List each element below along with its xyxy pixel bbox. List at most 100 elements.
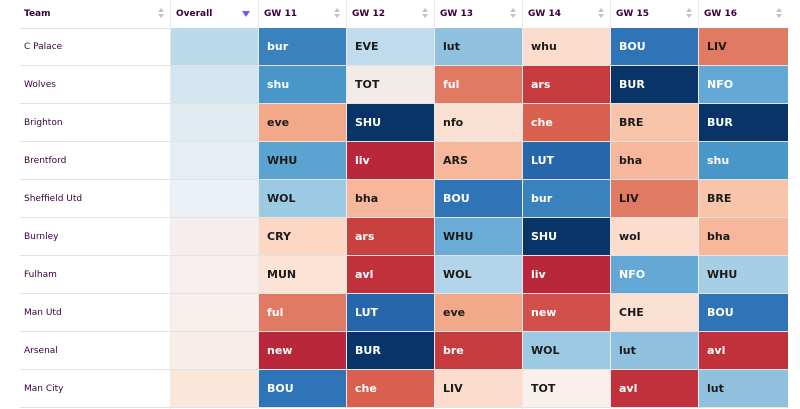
fixture-cell: liv: [346, 142, 434, 179]
fixture-cell: new: [522, 294, 610, 331]
fixture-cell: avl: [346, 256, 434, 293]
fixture-cell: BUR: [346, 332, 434, 369]
fixture-cell: CRY: [258, 218, 346, 255]
table-row: Brentford WHU liv ARS LUT bha shu: [20, 142, 788, 180]
column-header-gw[interactable]: GW 15: [610, 0, 698, 28]
sort-arrows-icon[interactable]: [776, 8, 784, 20]
fixture-cell: che: [522, 104, 610, 141]
fixture-cell: lut: [434, 28, 522, 65]
column-header-gw[interactable]: GW 13: [434, 0, 522, 28]
fixture-cell: lut: [698, 370, 788, 407]
fixture-cell: NFO: [610, 256, 698, 293]
overall-difficulty-cell: [170, 294, 258, 331]
fixture-cell: WHU: [434, 218, 522, 255]
sort-descending-icon[interactable]: [242, 11, 250, 17]
fixture-cell: WHU: [698, 256, 788, 293]
fixture-cell: ful: [434, 66, 522, 103]
column-header-overall[interactable]: Overall: [170, 0, 258, 28]
column-header-label: GW 14: [528, 9, 561, 19]
table-row: Arsenal new BUR bre WOL lut avl: [20, 332, 788, 370]
overall-difficulty-cell: [170, 218, 258, 255]
column-divider: [522, 0, 523, 409]
fixture-cell: bur: [522, 180, 610, 217]
fixture-cell: BOU: [698, 294, 788, 331]
table-row: Brighton eve SHU nfo che BRE BUR: [20, 104, 788, 142]
table-row: C Palace bur EVE lut whu BOU LIV: [20, 28, 788, 66]
column-header-label: GW 16: [704, 9, 737, 19]
fixture-cell: liv: [522, 256, 610, 293]
fixture-cell: SHU: [346, 104, 434, 141]
team-name[interactable]: Man City: [24, 383, 64, 394]
fixture-cell: eve: [258, 104, 346, 141]
overall-difficulty-cell: [170, 104, 258, 141]
fixture-cell: bha: [610, 142, 698, 179]
fixture-cell: bre: [434, 332, 522, 369]
column-header-gw[interactable]: GW 16: [698, 0, 788, 28]
column-header-gw[interactable]: GW 12: [346, 0, 434, 28]
table-row: Fulham MUN avl WOL liv NFO WHU: [20, 256, 788, 294]
team-name[interactable]: Fulham: [24, 269, 57, 280]
column-divider: [698, 0, 699, 409]
team-name[interactable]: C Palace: [24, 41, 63, 52]
fixture-cell: WHU: [258, 142, 346, 179]
fixture-cell: nfo: [434, 104, 522, 141]
overall-difficulty-cell: [170, 66, 258, 103]
table-header: Team Overall GW 11 GW 12 GW 13 GW 14 GW …: [20, 0, 788, 29]
fixture-cell: avl: [610, 370, 698, 407]
fixture-cell: LUT: [346, 294, 434, 331]
table-row: Burnley CRY ars WHU SHU wol bha: [20, 218, 788, 256]
fixture-cell: ars: [522, 66, 610, 103]
team-name[interactable]: Brighton: [24, 117, 63, 128]
fixture-cell: WOL: [258, 180, 346, 217]
column-header-label: GW 15: [616, 9, 649, 19]
fixture-cell: WOL: [522, 332, 610, 369]
fixture-cell: LIV: [610, 180, 698, 217]
table-row: Man City BOU che LIV TOT avl lut: [20, 370, 788, 408]
sort-arrows-icon[interactable]: [510, 8, 518, 20]
fixture-cell: eve: [434, 294, 522, 331]
fixture-cell: BUR: [610, 66, 698, 103]
team-name[interactable]: Brentford: [24, 155, 67, 166]
column-header-gw[interactable]: GW 14: [522, 0, 610, 28]
team-name[interactable]: Wolves: [24, 79, 56, 90]
fixture-cell: LIV: [434, 370, 522, 407]
overall-difficulty-cell: [170, 256, 258, 293]
column-divider: [434, 0, 435, 409]
team-name[interactable]: Arsenal: [24, 345, 58, 356]
fixture-cell: TOT: [346, 66, 434, 103]
sort-arrows-icon[interactable]: [334, 8, 342, 20]
column-header-label: Team: [24, 9, 51, 19]
fixture-cell: BUR: [698, 104, 788, 141]
team-name[interactable]: Burnley: [24, 231, 59, 242]
sort-arrows-icon[interactable]: [598, 8, 606, 20]
column-header-label: Overall: [176, 9, 213, 19]
sort-arrows-icon[interactable]: [422, 8, 430, 20]
fixture-cell: che: [346, 370, 434, 407]
fixture-cell: ARS: [434, 142, 522, 179]
overall-difficulty-cell: [170, 332, 258, 369]
fixture-cell: BRE: [610, 104, 698, 141]
fixture-cell: LIV: [698, 28, 788, 65]
column-divider: [346, 0, 347, 409]
fixture-cell: whu: [522, 28, 610, 65]
fixture-cell: BOU: [258, 370, 346, 407]
team-name[interactable]: Man Utd: [24, 307, 62, 318]
fixture-cell: avl: [698, 332, 788, 369]
fixture-cell: MUN: [258, 256, 346, 293]
sort-arrows-icon[interactable]: [686, 8, 694, 20]
fixture-cell: SHU: [522, 218, 610, 255]
fixture-cell: BOU: [610, 28, 698, 65]
column-header-gw[interactable]: GW 11: [258, 0, 346, 28]
column-header-team[interactable]: Team: [20, 0, 170, 28]
overall-difficulty-cell: [170, 180, 258, 217]
column-divider: [170, 0, 171, 409]
fixture-cell: lut: [610, 332, 698, 369]
fixture-cell: wol: [610, 218, 698, 255]
fixture-cell: shu: [258, 66, 346, 103]
table-row: Wolves shu TOT ful ars BUR NFO: [20, 66, 788, 104]
team-name[interactable]: Sheffield Utd: [24, 193, 83, 204]
sort-arrows-icon[interactable]: [158, 8, 166, 20]
fixture-cell: new: [258, 332, 346, 369]
overall-difficulty-cell: [170, 142, 258, 179]
overall-difficulty-cell: [170, 370, 258, 407]
